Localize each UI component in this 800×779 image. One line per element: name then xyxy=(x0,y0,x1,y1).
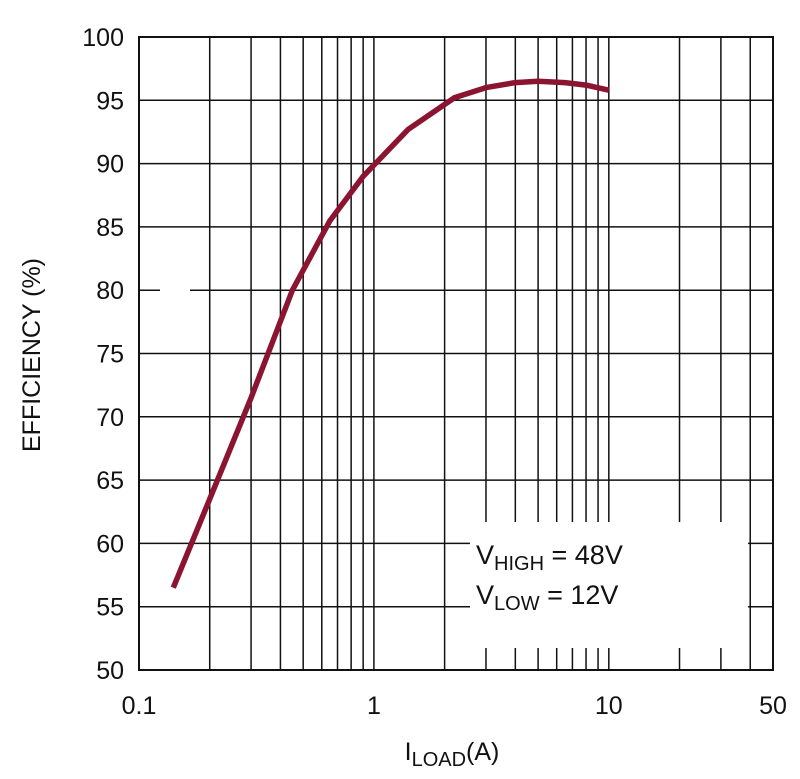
annotation-vhigh: VHIGH = 48V xyxy=(476,540,623,575)
x-tick-label: 0.1 xyxy=(122,692,157,720)
annotation-box xyxy=(470,522,748,648)
y-tick-label: 65 xyxy=(96,467,124,495)
x-axis-label-sub: LOAD xyxy=(412,749,466,771)
annotation-vhigh-main: V xyxy=(476,540,494,570)
y-tick-label: 70 xyxy=(96,404,124,432)
y-tick-label: 75 xyxy=(96,341,124,369)
plot-frame xyxy=(138,36,774,671)
y-tick-label: 50 xyxy=(96,657,124,685)
y-tick-label: 80 xyxy=(96,277,124,305)
y-tick-label: 90 xyxy=(96,151,124,179)
annotation-vlow-rest: = 12V xyxy=(540,580,619,610)
series-layer xyxy=(170,78,610,589)
annotation-vlow-sub: LOW xyxy=(494,593,540,615)
y-tick-label: 85 xyxy=(96,214,124,242)
x-tick-labels: 0.1 1 10 50 xyxy=(122,692,787,720)
annotation-vhigh-sub: HIGH xyxy=(494,553,544,575)
series-line-0 xyxy=(170,78,610,589)
x-tick-label: 1 xyxy=(367,692,381,720)
y-tick-labels: 50 55 60 65 70 75 80 85 90 95 100 xyxy=(82,24,124,685)
x-axis-label: ILOAD(A) xyxy=(405,738,500,771)
y-tick-label: 55 xyxy=(96,594,124,622)
annotation-vlow-main: V xyxy=(476,580,494,610)
y-tick-label: 95 xyxy=(96,87,124,115)
y-axis-label: EFFICIENCY (%) xyxy=(18,258,46,452)
x-tick-label: 10 xyxy=(595,692,623,720)
x-axis-label-main: I xyxy=(405,738,412,766)
y-tick-label: 60 xyxy=(96,530,124,558)
x-axis-label-suffix: (A) xyxy=(466,738,499,766)
x-tick-label: 50 xyxy=(759,692,787,720)
y-tick-label: 100 xyxy=(82,24,124,52)
annotation-vhigh-rest: = 48V xyxy=(544,540,623,570)
annotation-vlow: VLOW = 12V xyxy=(476,580,618,615)
gridline-gap xyxy=(160,288,190,293)
